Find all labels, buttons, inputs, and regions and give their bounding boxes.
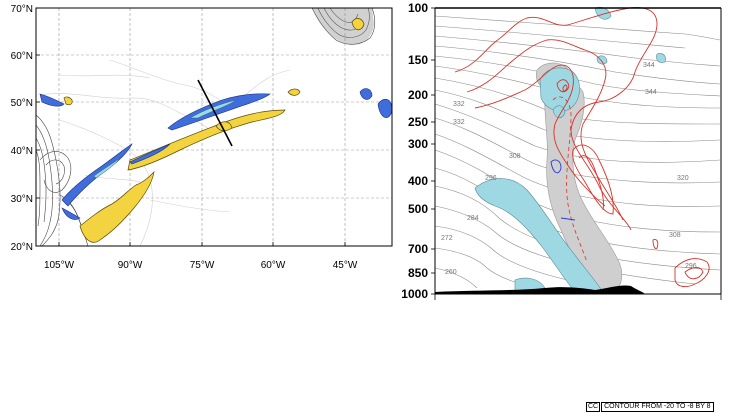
terrain-contours bbox=[35, 114, 89, 247]
cross-section-panel: 344 332 344 332 308 320 296 284 308 272 … bbox=[395, 0, 730, 301]
pressure-label: 150 bbox=[408, 53, 428, 67]
isentrope-label: 344 bbox=[643, 62, 655, 69]
lon-label: 75°W bbox=[190, 260, 215, 271]
contour-range-text: CONTOUR FROM -20 TO -8 BY 8 bbox=[601, 402, 714, 412]
lat-label: 30°N bbox=[11, 194, 33, 205]
pressure-label: 400 bbox=[408, 174, 428, 188]
lon-label: 105°W bbox=[44, 260, 75, 271]
isentrope-label: 284 bbox=[467, 215, 479, 222]
lon-label: 45°W bbox=[333, 260, 358, 271]
pressure-labels: 100 150 200 250 300 400 500 700 850 1000 bbox=[401, 1, 428, 301]
lon-label: 90°W bbox=[118, 260, 143, 271]
greenland-fill bbox=[312, 8, 374, 46]
map-panel: 70°N 60°N 50°N 40°N 30°N 20°N 105°W 90°W… bbox=[0, 0, 400, 275]
pressure-label: 500 bbox=[408, 202, 428, 216]
pressure-label: 1000 bbox=[401, 287, 428, 300]
cross-section-svg: 344 332 344 332 308 320 296 284 308 272 … bbox=[401, 1, 722, 301]
lat-label: 60°N bbox=[11, 51, 33, 62]
isentrope-label: 272 bbox=[441, 235, 453, 242]
cross-section-line bbox=[197, 79, 233, 147]
terrain-fill bbox=[435, 285, 645, 294]
lat-label: 40°N bbox=[11, 146, 33, 157]
blue-contours bbox=[550, 159, 576, 221]
isentrope-label: 344 bbox=[645, 89, 657, 96]
isentrope-label: 308 bbox=[669, 232, 681, 239]
lat-label: 20°N bbox=[11, 242, 33, 253]
pressure-label: 300 bbox=[408, 137, 428, 151]
dashed-red-contour bbox=[552, 96, 588, 263]
map-gridlines bbox=[36, 8, 392, 246]
footer-prefix: CC bbox=[586, 402, 601, 412]
contour-info-footer: CC CONTOUR FROM -20 TO -8 BY 8 bbox=[586, 402, 714, 412]
red-contours bbox=[454, 7, 710, 288]
isentrope-label: 296 bbox=[485, 175, 497, 182]
isentrope-label: 308 bbox=[509, 153, 521, 160]
lat-label: 70°N bbox=[11, 4, 33, 15]
isentrope-label: 320 bbox=[677, 175, 689, 182]
lon-label: 60°W bbox=[261, 260, 286, 271]
pressure-label: 200 bbox=[408, 88, 428, 102]
isentrope-label: 332 bbox=[453, 101, 465, 108]
map-svg: 70°N 60°N 50°N 40°N 30°N 20°N 105°W 90°W… bbox=[11, 4, 393, 271]
pressure-label: 700 bbox=[408, 242, 428, 256]
isentrope-label: 260 bbox=[445, 269, 457, 276]
lat-labels: 70°N 60°N 50°N 40°N 30°N 20°N bbox=[11, 4, 33, 253]
lon-labels: 105°W 90°W 75°W 60°W 45°W bbox=[44, 260, 358, 271]
pressure-label: 250 bbox=[408, 115, 428, 129]
isentrope-label: 296 bbox=[685, 263, 697, 270]
isentrope-labels: 344 332 344 332 308 320 296 284 308 272 … bbox=[441, 62, 697, 276]
lat-label: 50°N bbox=[11, 98, 33, 109]
isentrope-label: 332 bbox=[453, 119, 465, 126]
pressure-label: 100 bbox=[408, 1, 428, 15]
pressure-label: 850 bbox=[408, 266, 428, 280]
